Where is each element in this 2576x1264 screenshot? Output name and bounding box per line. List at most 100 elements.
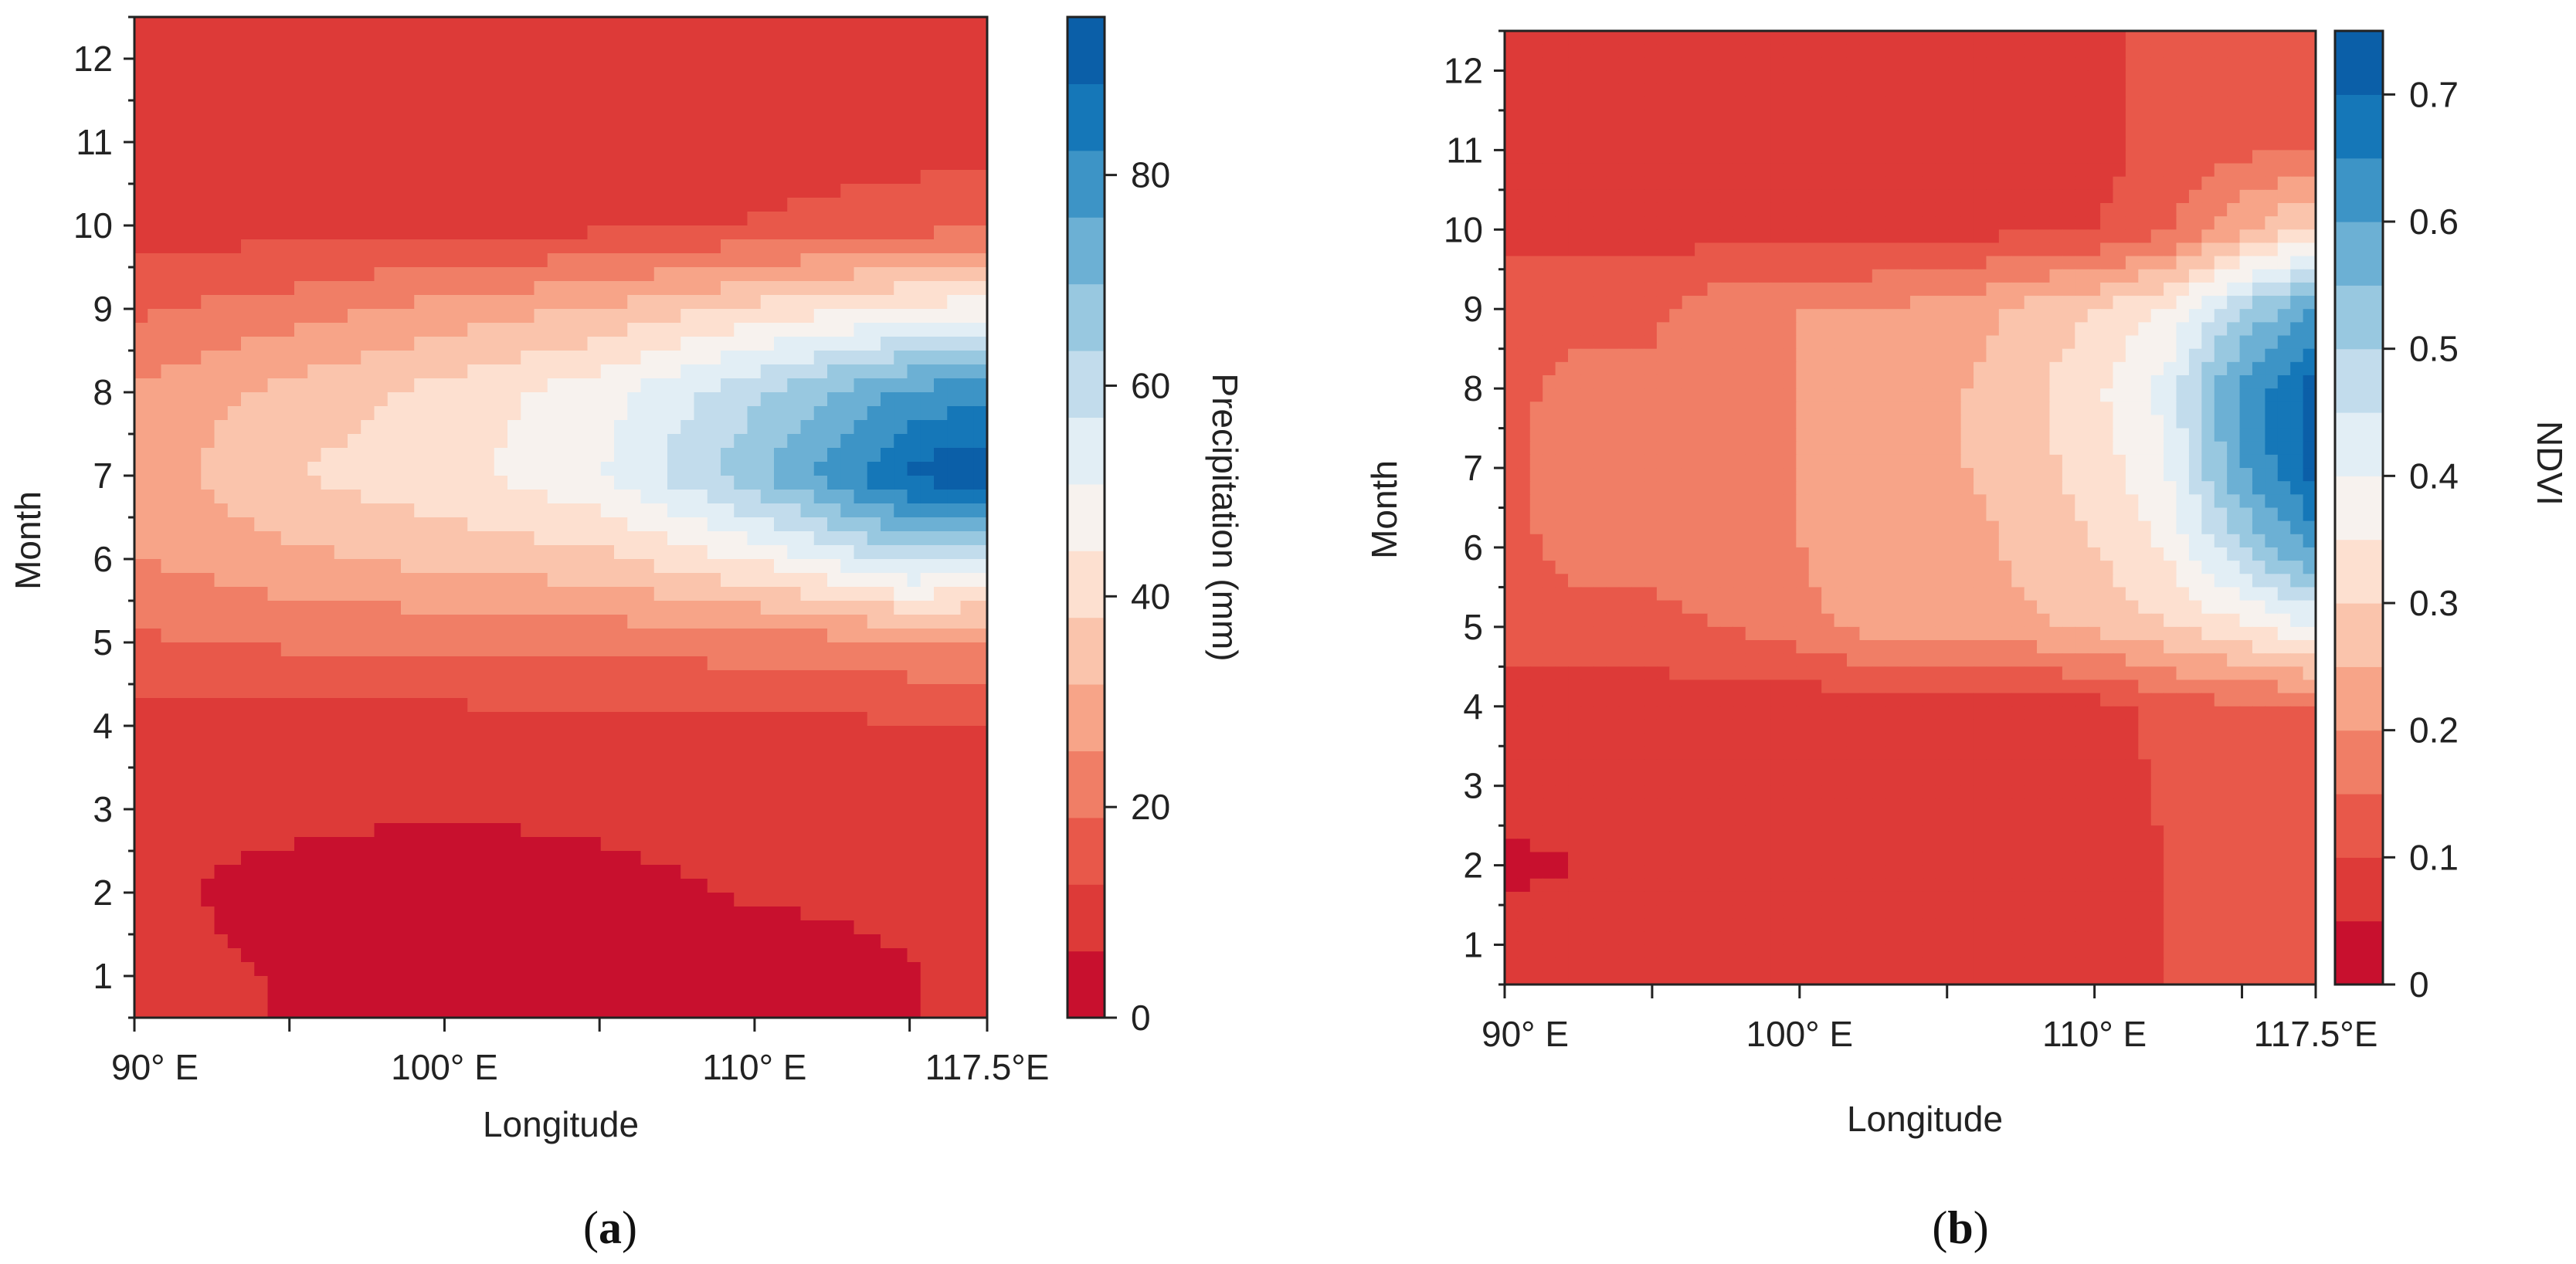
heatmap-cell xyxy=(813,698,828,713)
heatmap-cell xyxy=(547,906,562,921)
heatmap-cell xyxy=(387,253,402,268)
heatmap-cell xyxy=(934,865,949,879)
heatmap-cell xyxy=(374,503,389,518)
heatmap-cell xyxy=(827,684,842,699)
heatmap-cell xyxy=(134,740,149,754)
heatmap-cell xyxy=(227,629,242,643)
heatmap-cell xyxy=(840,17,855,32)
heatmap-cell xyxy=(600,545,615,560)
heatmap-cell xyxy=(827,934,842,949)
heatmap-cell xyxy=(307,281,322,296)
heatmap-cell xyxy=(494,851,508,866)
heatmap-cell xyxy=(334,684,348,699)
heatmap-cell xyxy=(307,309,322,324)
heatmap-cell xyxy=(734,295,748,310)
heatmap-cell xyxy=(827,879,842,893)
heatmap-cell xyxy=(294,559,309,574)
heatmap-cell xyxy=(294,795,309,810)
heatmap-cell xyxy=(561,309,575,324)
heatmap-cell xyxy=(787,545,802,560)
heatmap-cell xyxy=(280,406,295,421)
heatmap-cell xyxy=(653,906,668,921)
heatmap-cell xyxy=(973,740,988,754)
heatmap-cell xyxy=(348,225,362,240)
heatmap-cell xyxy=(401,406,416,421)
heatmap-cell xyxy=(734,698,748,713)
heatmap-cell xyxy=(387,184,402,198)
heatmap-cell xyxy=(467,114,482,129)
heatmap-cell xyxy=(960,156,975,171)
heatmap-cell xyxy=(534,906,548,921)
heatmap-cell xyxy=(787,142,802,157)
heatmap-cell xyxy=(947,740,962,754)
heatmap-cell xyxy=(414,670,429,685)
heatmap-cell xyxy=(653,587,668,602)
heatmap-cell xyxy=(201,420,216,435)
heatmap-cell xyxy=(427,879,442,893)
heatmap-cell xyxy=(188,865,202,879)
heatmap-cell xyxy=(294,754,309,768)
heatmap-cell xyxy=(640,434,655,449)
heatmap-cell xyxy=(680,351,695,365)
heatmap-cell xyxy=(627,59,642,73)
heatmap-cell xyxy=(680,86,695,101)
heatmap-cell xyxy=(507,114,522,129)
heatmap-cell xyxy=(881,976,895,991)
heatmap-cell xyxy=(521,990,535,1005)
heatmap-cell xyxy=(294,17,309,32)
heatmap-cell xyxy=(321,629,335,643)
heatmap-cell xyxy=(827,281,842,296)
heatmap-cell xyxy=(813,184,828,198)
heatmap-cell xyxy=(840,448,855,463)
heatmap-cell xyxy=(401,851,416,866)
heatmap-cell xyxy=(760,754,775,768)
heatmap-cell xyxy=(547,795,562,810)
heatmap-cell xyxy=(401,490,416,504)
heatmap-cell xyxy=(294,392,309,407)
heatmap-cell xyxy=(227,295,242,310)
heatmap-cell xyxy=(774,490,789,504)
heatmap-cell xyxy=(241,906,256,921)
heatmap-cell xyxy=(334,934,348,949)
heatmap-cell xyxy=(1770,70,1784,85)
heatmap-cell xyxy=(1656,31,1671,45)
heatmap-cell xyxy=(934,698,949,713)
heatmap-cell xyxy=(813,73,828,87)
heatmap-cell xyxy=(787,184,802,198)
heatmap-cell xyxy=(787,462,802,476)
heatmap-cell xyxy=(454,656,469,671)
heatmap-cell xyxy=(813,990,828,1005)
heatmap-cell xyxy=(427,253,442,268)
heatmap-cell xyxy=(2214,31,2228,45)
heatmap-cell xyxy=(174,281,188,296)
heatmap-cell xyxy=(561,100,575,115)
heatmap-cell xyxy=(440,809,455,824)
heatmap-cell xyxy=(854,629,868,643)
heatmap-cell xyxy=(1846,70,1861,85)
heatmap-cell xyxy=(1923,83,1936,98)
heatmap-cell xyxy=(920,656,935,671)
heatmap-cell xyxy=(734,392,748,407)
heatmap-cell xyxy=(348,851,362,866)
heatmap-cell xyxy=(1644,57,1658,72)
heatmap-cell xyxy=(507,337,522,351)
heatmap-cell xyxy=(707,754,721,768)
heatmap-cell xyxy=(787,212,802,226)
heatmap-cell xyxy=(2227,70,2241,85)
heatmap-cell xyxy=(254,476,269,490)
heatmap-cell xyxy=(494,893,508,907)
heatmap-cell xyxy=(627,239,642,254)
heatmap-cell xyxy=(440,1004,455,1018)
heatmap-cell xyxy=(307,503,322,518)
heatmap-cell xyxy=(241,295,256,310)
heatmap-cell xyxy=(1733,83,1746,98)
heatmap-cell xyxy=(973,615,988,629)
heatmap-cell xyxy=(534,809,548,824)
heatmap-cell xyxy=(813,253,828,268)
heatmap-cell xyxy=(2113,31,2126,45)
heatmap-cell xyxy=(227,156,242,171)
heatmap-cell xyxy=(427,281,442,296)
heatmap-cell xyxy=(854,920,868,935)
heatmap-cell xyxy=(214,781,229,796)
heatmap-cell xyxy=(507,698,522,713)
